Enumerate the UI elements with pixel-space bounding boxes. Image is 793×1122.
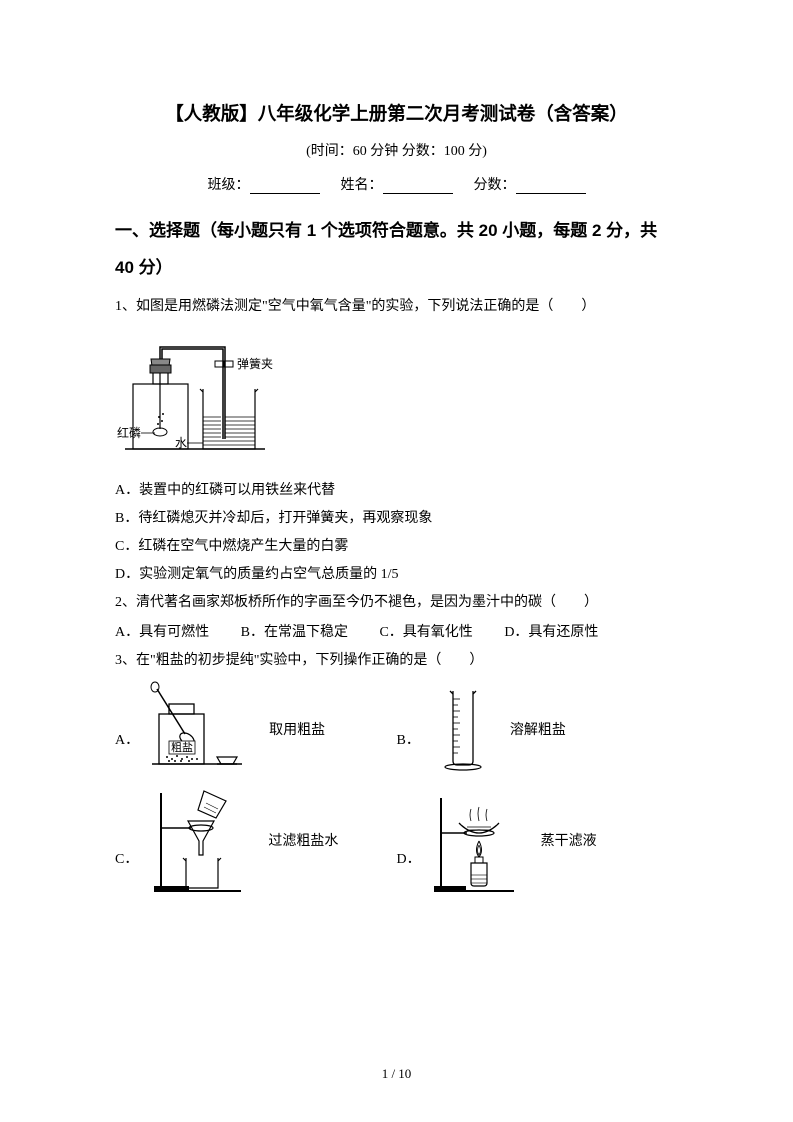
- exam-subtitle: (时间：60 分钟 分数：100 分): [115, 140, 678, 160]
- q1-diagram: 弹簧夹 红磷 水: [115, 329, 678, 469]
- q3-labelB: B．: [397, 729, 420, 779]
- q3-textB: 溶解粗盐: [510, 719, 566, 739]
- q1-optB: B．待红磷熄灭并冷却后，打开弹簧夹，再观察现象: [115, 505, 678, 533]
- svg-text:粗盐: 粗盐: [171, 741, 193, 754]
- q2-options: A．具有可燃性 B．在常温下稳定 C．具有氧化性 D．具有还原性: [115, 619, 678, 647]
- q3-diagA: 粗盐: [147, 679, 257, 779]
- q3-cellC: C． 过滤粗盐水: [115, 783, 397, 898]
- page-footer: 1 / 10: [0, 1066, 793, 1082]
- q2-optB: B．在常温下稳定: [241, 619, 348, 647]
- q1-optD: D．实验测定氧气的质量约占空气总质量的 1/5: [115, 561, 678, 589]
- name-label: 姓名：: [341, 178, 383, 193]
- q1-optC: C．红磷在空气中燃烧产生大量的白雾: [115, 533, 678, 561]
- q3-textC: 过滤粗盐水: [268, 830, 338, 850]
- q3-stem: 3、在"粗盐的初步提纯"实验中，下列操作正确的是（ ）: [115, 647, 678, 675]
- q3-diagC: [146, 783, 256, 898]
- score-blank[interactable]: [516, 178, 586, 194]
- q3-labelA: A．: [115, 729, 139, 779]
- q2-optA: A．具有可燃性: [115, 619, 209, 647]
- water-label: 水: [175, 436, 187, 450]
- score-label: 分数：: [474, 178, 516, 193]
- q3-cellB: B． 溶解粗盐: [397, 679, 679, 779]
- q3-diagD: [429, 783, 529, 898]
- clamp-label: 弹簧夹: [237, 356, 273, 371]
- q1-stem: 1、如图是用燃磷法测定"空气中氧气含量"的实验，下列说法正确的是（ ）: [115, 293, 678, 321]
- name-blank[interactable]: [383, 178, 453, 194]
- q2-stem: 2、清代著名画家郑板桥所作的字画至今仍不褪色，是因为墨汁中的碳（ ）: [115, 589, 678, 617]
- info-line: 班级： 姓名： 分数：: [115, 174, 678, 194]
- q3-textD: 蒸干滤液: [541, 830, 597, 850]
- phosphorus-label: 红磷: [117, 425, 141, 440]
- section-1-header: 一、选择题（每小题只有 1 个选项符合题意。共 20 小题，每题 2 分，共 4…: [115, 212, 678, 287]
- class-blank[interactable]: [250, 178, 320, 194]
- q3-diagB: [428, 679, 498, 779]
- q3-labelD: D．: [397, 848, 421, 898]
- exam-title: 【人教版】八年级化学上册第二次月考测试卷（含答案）: [115, 100, 678, 126]
- q1-optA: A．装置中的红磷可以用铁丝来代替: [115, 477, 678, 505]
- q3-labelC: C．: [115, 848, 138, 898]
- q2-optD: D．具有还原性: [504, 619, 598, 647]
- class-label: 班级：: [208, 178, 250, 193]
- q2-optC: C．具有氧化性: [379, 619, 472, 647]
- q3-cellD: D．: [397, 783, 679, 898]
- q3-cellA: A． 粗盐 取用粗盐: [115, 679, 397, 779]
- q3-row1: A． 粗盐 取用粗盐 B．: [115, 679, 678, 779]
- q3-textA: 取用粗盐: [269, 719, 325, 739]
- q3-row2: C． 过滤粗盐水 D．: [115, 783, 678, 898]
